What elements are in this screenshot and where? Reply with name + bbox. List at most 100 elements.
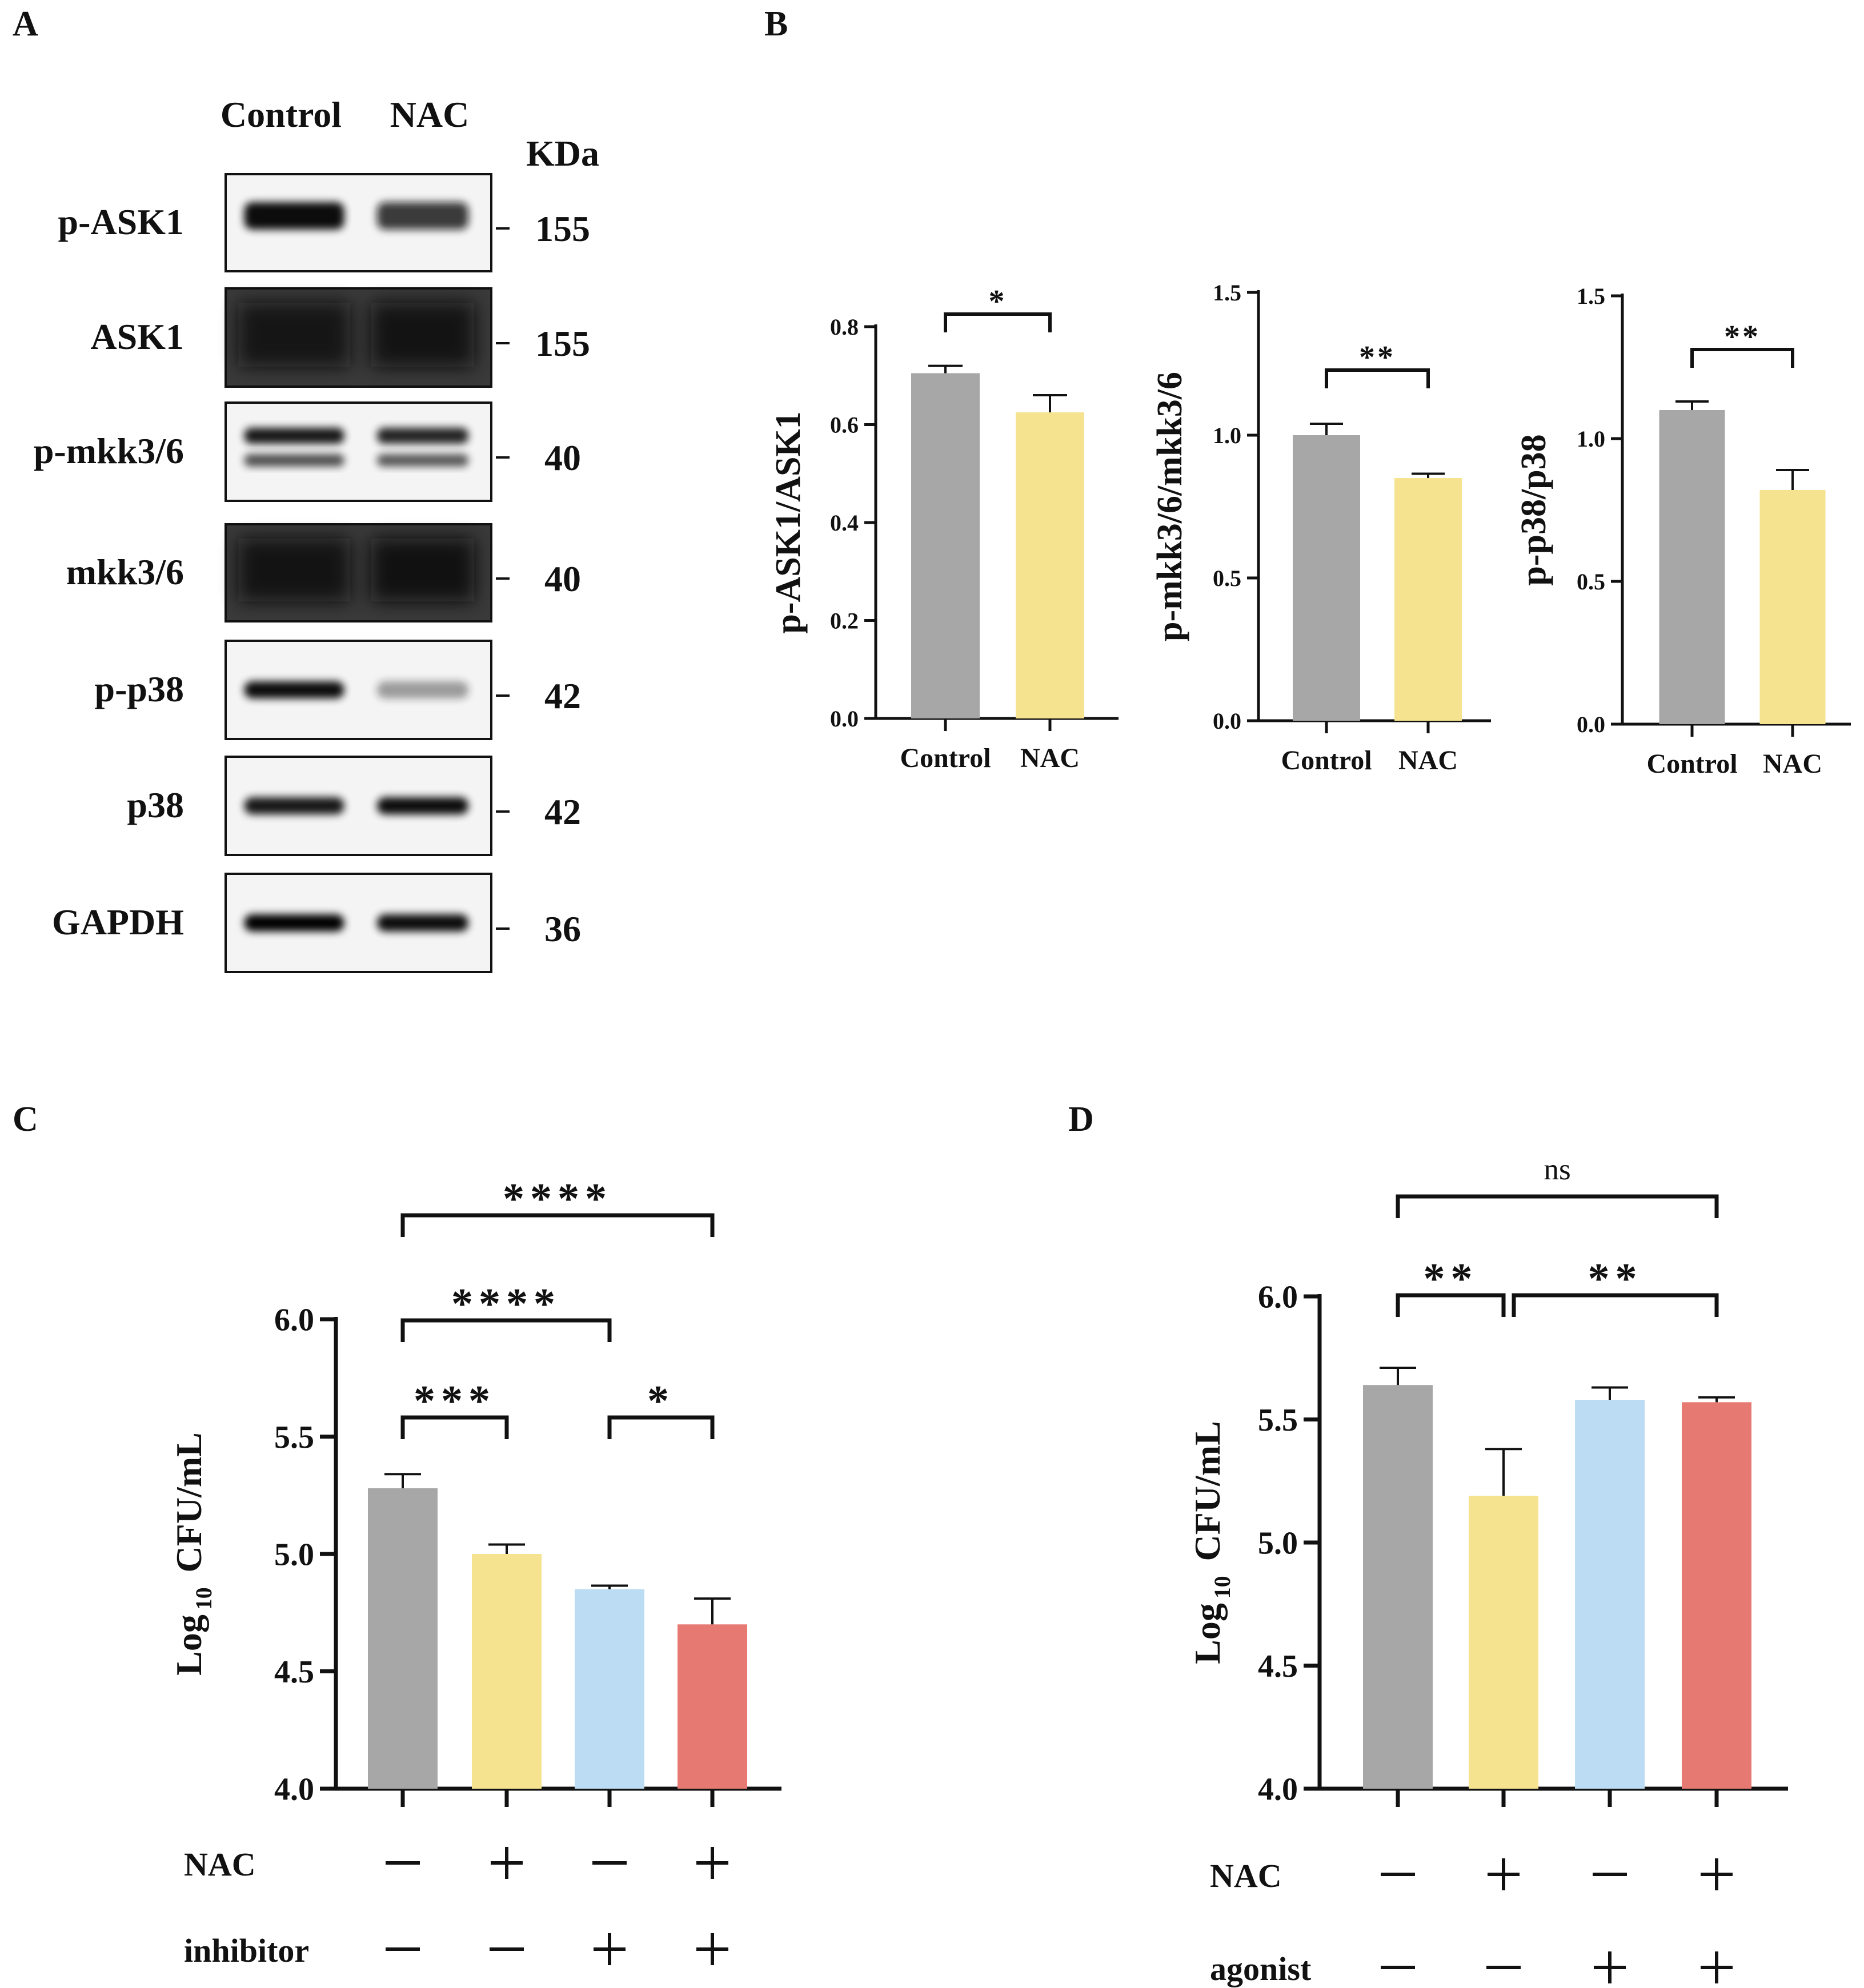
y-axis-label: p-ASK1/ASK1 (769, 411, 808, 633)
significance-label: *** (414, 1377, 496, 1425)
blot-protein-label: mkk3/6 (66, 552, 184, 592)
y-tick-label: 0.8 (830, 314, 859, 340)
y-tick-label: 0.5 (1577, 569, 1605, 595)
bar (1575, 1400, 1645, 1789)
blot-band-0 (244, 202, 344, 230)
bar (678, 1624, 747, 1789)
y-tick-label: 1.5 (1213, 280, 1241, 306)
blot-row-2: p-mkk3/6 40 (34, 401, 581, 502)
chart-p-mkk36-ratio: 0.0 0.5 1.0 1.5 Control NAC p-mkk3/6/mkk3/6 ** (1151, 280, 1491, 776)
y-axis-label-subscript: 10 (191, 1587, 217, 1610)
y-tick-label: 4.0 (1258, 1772, 1298, 1808)
significance-label: ** (1724, 319, 1761, 355)
y-tick-label: 0.0 (1213, 708, 1241, 734)
bar (1394, 478, 1462, 721)
blot-band-ASK1-1 (371, 303, 474, 367)
y-axis-label: Log 10 CFU/mL (169, 1432, 217, 1676)
significance-bracket (1396, 1293, 1506, 1317)
blot-band-1 (377, 202, 468, 230)
blot-band-mkk3/6-1 (371, 539, 474, 601)
kda-value: 42 (544, 676, 581, 716)
x-category-label: Control (1646, 749, 1737, 779)
blot-membrane (225, 401, 492, 502)
significance-label: * (647, 1377, 675, 1425)
y-tick-label: 1.5 (1577, 283, 1605, 309)
y-tick-label: 6.0 (1258, 1280, 1298, 1315)
blot-protein-label: p-mkk3/6 (34, 431, 184, 471)
y-axis-label-main: Log (169, 1615, 209, 1676)
y-tick-label: 0.5 (1213, 565, 1241, 591)
bar (1469, 1496, 1538, 1789)
y-tick-label: 1.0 (1213, 423, 1241, 448)
kda-value: 40 (544, 559, 581, 599)
significance-bracket (1690, 348, 1794, 368)
chart-p-p38-ratio: 0.0 0.5 1.0 1.5 Control NAC p-p38/p38 ** (1514, 283, 1851, 779)
chart-p-ask1-ratio: 0.0 0.2 0.4 0.6 0.8 Control NAC p-ASK1/ASK1 * (769, 284, 1119, 773)
blot-protein-label: p38 (127, 785, 184, 825)
blot-band-0 (244, 797, 344, 814)
kda-value: 36 (544, 909, 581, 949)
blot-band-lower-1 (377, 454, 468, 467)
significance-label: ns (1544, 1152, 1570, 1186)
significance-label: ** (1424, 1255, 1478, 1303)
y-tick-label: 4.5 (1258, 1649, 1298, 1684)
y-tick-label: 0.4 (830, 510, 859, 536)
blot-band-upper-1 (377, 428, 468, 444)
panel-label-c: C (13, 1100, 38, 1139)
blot-protein-label: p-p38 (95, 669, 185, 709)
x-category-label: NAC (1398, 745, 1458, 776)
panel-label-b: B (764, 5, 788, 43)
y-axis-label-unit: CFU/mL (169, 1432, 209, 1572)
bar (1759, 490, 1826, 724)
blot-band-1 (377, 914, 468, 931)
bar (1016, 412, 1084, 718)
y-axis-label-subscript: 10 (1210, 1576, 1235, 1599)
kda-unit-label: KDa (526, 133, 599, 174)
blot-protein-label: ASK1 (90, 316, 184, 357)
condition-label: agonist (1210, 1950, 1312, 1987)
y-tick-label: 5.0 (274, 1537, 314, 1573)
significance-label: ** (1588, 1255, 1643, 1303)
blot-band-0 (244, 681, 344, 698)
condition-label: NAC (1210, 1857, 1282, 1894)
significance-bracket (1396, 1194, 1719, 1218)
lane-label-nac: NAC (390, 94, 470, 135)
blot-band-ASK1-0 (238, 303, 350, 367)
blot-band-0 (244, 914, 344, 931)
blot-row-4: p-p38 42 (95, 640, 581, 740)
significance-bracket (607, 1415, 715, 1439)
kda-value: 42 (544, 792, 581, 832)
x-category-label: NAC (1020, 743, 1080, 773)
blot-row-1: ASK1 155 (90, 287, 590, 388)
significance-bracket (400, 1415, 509, 1439)
blot-protein-label: p-ASK1 (58, 202, 185, 242)
kda-value: 40 (544, 437, 581, 478)
y-tick-label: 0.6 (830, 412, 859, 438)
chart-cfu-agonist: 4.0 4.5 5.0 5.5 6.0 Log 10 CFU/mL ** ** ns NAC agoni… (1187, 1152, 1788, 1987)
bar (1293, 435, 1360, 721)
y-tick-label: 5.5 (274, 1420, 314, 1455)
lane-label-control: Control (221, 94, 342, 135)
condition-label: inhibitor (184, 1932, 309, 1969)
blot-band-upper-0 (244, 428, 344, 444)
y-axis-label: p-mkk3/6/mkk3/6 (1151, 372, 1189, 641)
significance-bracket (400, 1318, 612, 1342)
significance-label: ** (1359, 340, 1396, 375)
panel-label-d: D (1068, 1100, 1094, 1139)
bar (1363, 1385, 1433, 1789)
y-tick-label: 4.0 (274, 1772, 314, 1808)
significance-label: **** (451, 1280, 561, 1328)
blot-row-5: p38 42 (127, 756, 581, 856)
x-category-label: NAC (1763, 749, 1822, 779)
bar (575, 1589, 644, 1789)
blot-band-1 (377, 681, 468, 698)
y-axis-label-main: Log (1187, 1603, 1228, 1664)
panel-label-a: A (13, 5, 38, 43)
blot-band-lower-0 (244, 454, 344, 467)
significance-label: **** (503, 1175, 612, 1223)
significance-bracket (1325, 368, 1430, 388)
y-tick-label: 5.0 (1258, 1526, 1298, 1561)
significance-bracket (1512, 1293, 1719, 1317)
y-tick-label: 6.0 (274, 1303, 314, 1338)
